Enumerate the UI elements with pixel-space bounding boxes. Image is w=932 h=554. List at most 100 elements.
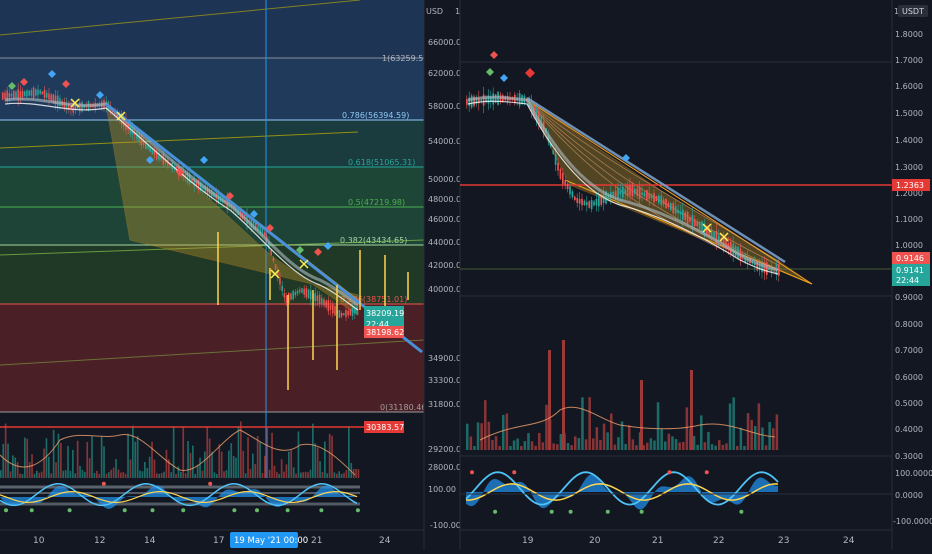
right-chart-pane[interactable]: 1 — [455, 0, 932, 550]
volume-bar — [19, 473, 21, 478]
candle — [6, 86, 8, 105]
volume-bar — [273, 465, 276, 478]
volume-bar — [469, 436, 473, 450]
candle — [281, 281, 283, 296]
price-tick: 34900.00 — [428, 354, 466, 363]
volume-bar — [127, 433, 129, 478]
candle — [310, 284, 312, 306]
candle — [478, 90, 480, 111]
volume-bar — [105, 473, 108, 478]
volume-bar — [223, 471, 225, 478]
volume-bar — [750, 419, 753, 450]
price-tag-last-right-value: 0.9141 — [896, 266, 924, 275]
volume-bar — [700, 415, 703, 450]
price-tick: 0.3000 — [895, 452, 923, 461]
price-tick: 33300.00 — [428, 376, 466, 385]
volume-bar — [129, 459, 132, 478]
candle — [270, 249, 272, 256]
volume-bar — [175, 473, 177, 478]
price-tick: 1.4000 — [895, 136, 923, 145]
fib-label: 0.786(56394.59) — [342, 111, 409, 120]
volume-bar — [7, 443, 9, 478]
price-tag-resistance — [892, 179, 930, 191]
volume-bar — [184, 473, 187, 478]
right-price-axis[interactable]: 1 USDT 1.8000 1.7000 1.6000 1.5000 1.400… — [891, 0, 932, 550]
volume-bar — [276, 471, 278, 478]
volume-bar — [321, 471, 324, 478]
candle — [356, 306, 358, 315]
candle — [482, 86, 485, 114]
volume-bar — [509, 445, 512, 450]
volume-bar — [211, 451, 213, 478]
volume-bar — [84, 471, 86, 478]
volume-bar — [194, 473, 197, 478]
price-tick: 0.6000 — [895, 373, 923, 382]
candle — [327, 296, 330, 316]
volume-bar — [602, 423, 606, 450]
candle — [2, 91, 4, 101]
left-chart-pane[interactable]: 1(63259.50) 0.786(56394.59) 0.618(51065.… — [0, 0, 432, 550]
volume-bar — [592, 438, 595, 450]
price-tick: 58000.00 — [428, 102, 466, 111]
volume-bar — [682, 441, 685, 450]
candle — [634, 185, 636, 198]
signal-dot — [549, 509, 554, 514]
price-tick: 1.5000 — [895, 109, 923, 118]
candle — [581, 193, 583, 211]
volume-bar — [721, 444, 725, 450]
volume-bar — [88, 458, 91, 478]
candle — [492, 87, 495, 111]
candle — [593, 200, 595, 207]
volume-bar — [196, 464, 199, 478]
volume-bar — [559, 434, 563, 450]
volume-bar — [574, 436, 577, 450]
osc-tick: -100.0000 — [893, 517, 932, 526]
candle — [123, 112, 125, 132]
volume-bar — [512, 440, 516, 450]
signal-dot — [704, 470, 709, 475]
volume-bar — [14, 457, 17, 478]
volume-bar — [206, 427, 209, 478]
yellow-markers — [217, 232, 409, 390]
volume-bar — [86, 441, 89, 478]
volume-bar — [244, 473, 247, 478]
currency-badge[interactable] — [898, 5, 928, 17]
volume-bar — [545, 404, 548, 450]
candle — [160, 153, 162, 162]
volume-bar — [69, 470, 72, 478]
volume-bar — [685, 407, 689, 450]
volume-bar — [328, 433, 331, 478]
candle — [24, 90, 26, 98]
volume-bar — [577, 438, 581, 450]
candle — [70, 100, 72, 116]
price-tick: 40000.00 — [428, 285, 466, 294]
candle — [288, 292, 290, 304]
volume-bar — [259, 441, 261, 478]
signal-dot — [181, 508, 186, 513]
candle — [622, 183, 624, 201]
candle — [665, 197, 667, 209]
candle — [559, 167, 562, 181]
candle — [153, 146, 156, 159]
volume-bar — [103, 446, 105, 478]
candle — [487, 89, 490, 110]
signal-dot — [101, 481, 106, 486]
volume-bar — [761, 427, 764, 450]
candle — [660, 191, 663, 210]
volume-bar — [754, 426, 757, 450]
candle — [626, 181, 629, 200]
candle — [710, 222, 713, 245]
candle — [79, 98, 81, 116]
fib-label: 0.236(38751.01) — [340, 295, 407, 304]
candle — [490, 90, 492, 109]
volume-bar — [57, 433, 60, 478]
trendline-right[interactable] — [526, 96, 786, 264]
left-price-axis[interactable]: USD 66000.00 62000.00 58000.00 54000.00 … — [0, 0, 466, 550]
volume-bar — [228, 450, 230, 478]
volume-bar — [484, 400, 487, 450]
candle — [321, 294, 323, 308]
candle — [57, 90, 59, 112]
volume-bar — [302, 472, 305, 478]
candle — [318, 291, 321, 308]
x-label: 14 — [144, 536, 156, 546]
